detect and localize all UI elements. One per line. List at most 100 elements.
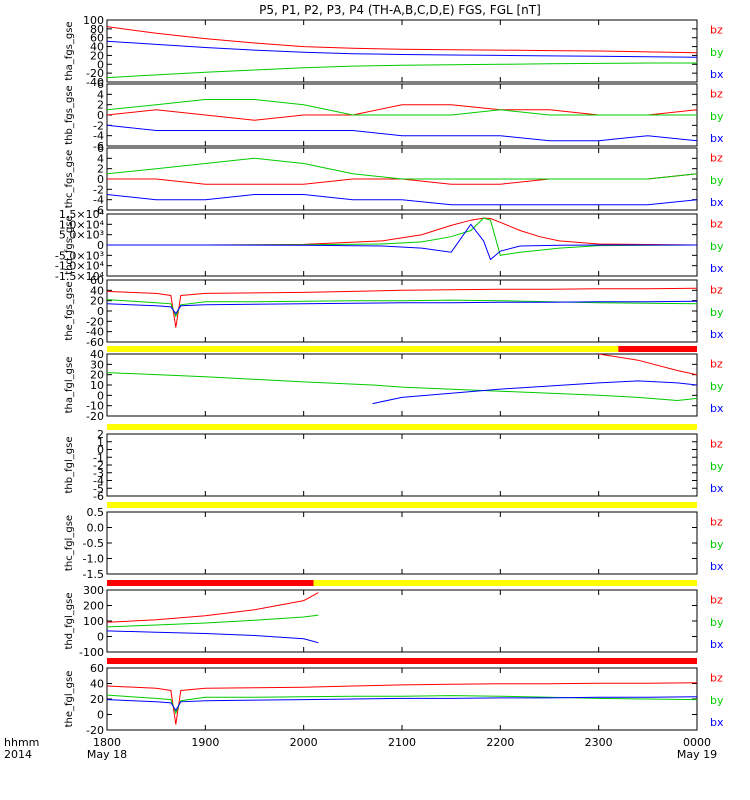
y-tick-label: 0 [97, 109, 104, 122]
y-tick-label: 20 [90, 693, 104, 706]
y-tick-label: 30 [90, 358, 104, 371]
x-tick-label: 0000 [683, 736, 711, 749]
y-tick-label: -2 [93, 459, 104, 472]
x-tick-label: 2200 [486, 736, 514, 749]
x-axis-date-end: May 19 [677, 748, 717, 761]
y-tick-label: -2 [93, 119, 104, 132]
legend-bz: bz [710, 357, 723, 370]
y-tick-label: 40 [90, 348, 104, 361]
series-bx-line [107, 223, 697, 261]
legend-bz: bz [710, 87, 723, 100]
y-axis-label: thb_fgs_gse [64, 85, 75, 144]
y-tick-label: -1.0×10⁴ [55, 260, 105, 273]
y-tick-label: 1 [97, 436, 104, 449]
legend-bz: bz [710, 217, 723, 230]
series-bx-line [107, 630, 319, 644]
y-axis-label: tha_fgl_gse [64, 357, 75, 414]
panel-frame [106, 511, 698, 575]
legend-by: by [710, 46, 724, 59]
y-tick-label: 1.5×10⁴ [59, 208, 105, 221]
y-tick-label: -6 [93, 204, 104, 217]
x-axis-row-label-hhmm: hhmm [4, 736, 39, 749]
legend-by: by [710, 240, 724, 253]
legend-bz: bz [710, 23, 723, 36]
legend-bx: bx [710, 482, 724, 495]
y-tick-label: -2 [93, 183, 104, 196]
series-by-line [107, 99, 697, 116]
y-tick-label: 0.0 [87, 522, 105, 535]
y-tick-label: -40 [86, 326, 104, 339]
legend-by: by [710, 174, 724, 187]
legend-by: by [710, 460, 724, 473]
series-bx-line [107, 40, 697, 58]
panel-the_fgl_gse: 60 40 20 0 -20 the_fgl_gse bz by bx [64, 662, 724, 737]
y-tick-label: -20 [86, 410, 104, 423]
x-axis: hhmm 2014 May 18 May 19 [4, 736, 717, 761]
series-bz-line [107, 592, 319, 623]
series-bx-line [107, 194, 697, 206]
panel-frame [106, 353, 698, 417]
legend-by: by [710, 694, 724, 707]
y-tick-label: -20 [86, 315, 104, 328]
legend-bx: bx [710, 262, 724, 275]
legend-by: by [710, 306, 724, 319]
y-tick-label: -0.5 [83, 537, 104, 550]
y-tick-label: -1.5 [83, 568, 104, 581]
x-tick-label: 2100 [388, 736, 416, 749]
y-tick-label: -4 [93, 475, 104, 488]
mode-bar-segment [107, 424, 697, 430]
mode-bar-segment [107, 658, 697, 664]
x-axis-date-start: May 18 [87, 748, 127, 761]
legend-bx: bx [710, 402, 724, 415]
y-axis-label: thb_fgl_gse [64, 437, 75, 494]
x-tick-label: 2000 [290, 736, 318, 749]
y-tick-label: -4 [93, 194, 104, 207]
panel-frame [106, 589, 698, 653]
legend-bx: bx [710, 716, 724, 729]
y-tick-label: 300 [83, 584, 104, 597]
y-axis-label: the_fgl_gse [64, 671, 75, 728]
x-tick-label: 1900 [191, 736, 219, 749]
legend-by: by [710, 538, 724, 551]
y-tick-label: -5 [93, 482, 104, 495]
panel-thd_fgl_gse: 300 200 100 0 -100 thd_fgl_gse bz by bx [64, 584, 724, 659]
legend-bz: bz [710, 593, 723, 606]
y-tick-label: 80 [90, 23, 104, 36]
series-bz-line [107, 104, 697, 121]
y-tick-label: -5.0×10³ [55, 249, 104, 262]
y-tick-label: 100 [83, 14, 104, 27]
series-bz-line [107, 217, 697, 246]
y-tick-label: 200 [83, 600, 104, 613]
series-by-line [107, 614, 319, 628]
y-tick-label: -10 [86, 400, 104, 413]
y-tick-label: -6 [93, 490, 104, 503]
y-axis-label: thd_fgs_gse [64, 215, 75, 274]
y-tick-label: -40 [86, 76, 104, 89]
legend-bz: bz [710, 283, 723, 296]
panel-frame [106, 279, 698, 343]
y-tick-label: 40 [90, 678, 104, 691]
mode-bars [107, 346, 697, 664]
y-tick-label: 0 [97, 173, 104, 186]
y-tick-label: 40 [90, 284, 104, 297]
legend-bx: bx [710, 328, 724, 341]
series-by-line [107, 217, 697, 256]
legend-bz: bz [710, 671, 723, 684]
legend-bx: bx [710, 638, 724, 651]
y-tick-label: -4 [93, 130, 104, 143]
y-tick-label: 5.0×10³ [59, 229, 104, 242]
y-tick-label: 20 [90, 369, 104, 382]
mode-bar-segment [107, 346, 619, 352]
y-tick-label: 2 [97, 428, 104, 441]
y-tick-label: -100 [79, 646, 104, 659]
legend-bx: bx [710, 132, 724, 145]
y-tick-label: 0 [97, 239, 104, 252]
panel-thc_fgl_gse: 0.5 0.0 -0.5 -1.0 -1.5 thc_fgl_gse bz by bx [64, 506, 724, 581]
mode-bar-segment [313, 580, 697, 586]
y-tick-label: 2 [97, 163, 104, 176]
legend-bz: bz [710, 151, 723, 164]
